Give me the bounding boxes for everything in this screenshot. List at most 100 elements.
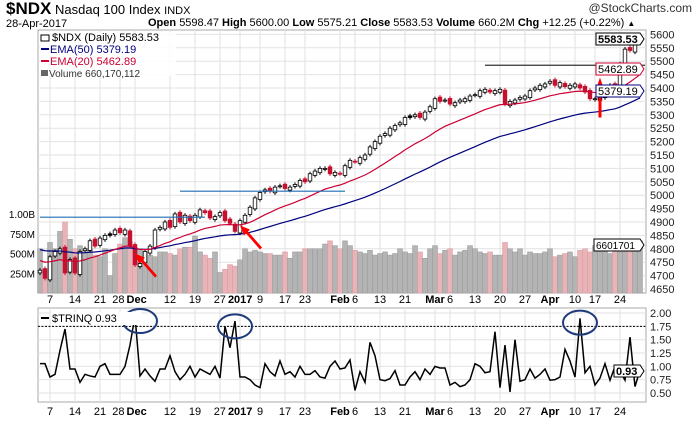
volume-bar xyxy=(577,250,583,294)
candle-body xyxy=(172,213,178,227)
candle-body xyxy=(272,186,278,194)
date-tick-label: 17 xyxy=(279,294,291,306)
date-tick-label: Mar xyxy=(425,406,445,418)
date-tick-label: 13 xyxy=(469,294,481,306)
candle-body xyxy=(627,47,633,51)
volume-bar xyxy=(442,250,448,294)
date-tick-label: 12 xyxy=(164,294,176,306)
volume-tick-label: 500M xyxy=(10,250,35,261)
volume-bar xyxy=(402,251,408,294)
volume-tick-label: 250M xyxy=(10,269,35,280)
volume-bar xyxy=(432,245,438,294)
volume-bar xyxy=(512,251,518,294)
volume-bar xyxy=(222,269,228,294)
volume-bar xyxy=(262,253,268,294)
volume-bar xyxy=(232,265,238,294)
candle-body xyxy=(442,99,448,102)
date-tick-label: 21 xyxy=(399,294,411,306)
candle-body xyxy=(532,87,538,91)
ema20-tag: 5462.89 xyxy=(595,62,645,76)
volume-bar xyxy=(252,250,258,294)
volume-bar xyxy=(562,253,568,294)
date-tick-label: 21 xyxy=(94,406,106,418)
volume-bar xyxy=(227,264,233,294)
index-name: Nasdaq 100 Index xyxy=(54,2,161,17)
volume-bar xyxy=(367,250,373,294)
volume-bar xyxy=(292,251,298,294)
date-tick-label: 17 xyxy=(589,294,601,306)
volume-bar xyxy=(627,245,633,294)
volume-bar xyxy=(217,272,223,294)
volume-bar xyxy=(282,251,288,294)
candle-body xyxy=(372,141,378,149)
volume-bar xyxy=(322,243,328,294)
candle-body xyxy=(367,146,373,155)
volume-bar xyxy=(457,251,463,294)
candle-body xyxy=(547,80,553,84)
volume-bar xyxy=(527,251,533,294)
volume-bar xyxy=(377,253,383,294)
date-tick-label: 9 xyxy=(257,406,263,418)
date-tick-label: 23 xyxy=(299,294,311,306)
trinq-tick-label: 1.00 xyxy=(650,361,671,373)
candle-body xyxy=(397,122,403,126)
legend-ema20: EMA(20) 5462.89 xyxy=(50,56,136,68)
volume-tag: 6601701 xyxy=(593,238,645,252)
candle-body xyxy=(287,186,293,191)
svg-text:5462.89: 5462.89 xyxy=(598,64,638,76)
volume-bar xyxy=(397,248,403,294)
volume-bar xyxy=(422,257,428,294)
volume-bar xyxy=(352,250,358,294)
volume-bar xyxy=(187,246,193,294)
candle-body xyxy=(297,180,303,187)
candle-body xyxy=(462,98,468,103)
candle-body xyxy=(152,229,158,249)
volume-bar xyxy=(502,242,508,294)
candle-body xyxy=(392,125,398,131)
candle-body xyxy=(117,228,123,234)
candle-body xyxy=(362,154,368,160)
date-tick-label: 9 xyxy=(257,294,263,306)
volume-bar xyxy=(342,240,348,294)
candle-body xyxy=(517,96,523,100)
price-tick-label: 5250 xyxy=(650,123,674,135)
price-tick-label: 4650 xyxy=(650,284,674,296)
candle-body xyxy=(302,178,308,183)
candle-body xyxy=(552,79,558,86)
volume-bar xyxy=(302,248,308,294)
volume-bar xyxy=(572,256,578,294)
candle-body xyxy=(137,263,143,267)
date-tick-label: 10 xyxy=(569,294,581,306)
volume-bar xyxy=(412,245,418,294)
volume-bar xyxy=(602,250,608,294)
candle-body xyxy=(412,114,418,118)
candle-body xyxy=(402,117,408,125)
volume-bar xyxy=(207,257,213,294)
ema20-line xyxy=(39,74,641,263)
close-value: 5583.53 xyxy=(393,17,434,29)
candle-body xyxy=(127,230,133,247)
date-tick-label: 6 xyxy=(447,406,453,418)
candle-body xyxy=(512,99,518,104)
candle-body xyxy=(222,210,228,222)
date-tick-label: Dec xyxy=(127,294,147,306)
candle-body xyxy=(622,48,628,64)
date-tick-label: 6 xyxy=(447,294,453,306)
volume-bar xyxy=(622,248,628,294)
date-tick-label: 19 xyxy=(189,406,201,418)
volume-bar xyxy=(357,251,363,294)
candle-body xyxy=(157,226,163,230)
price-tick-label: 4750 xyxy=(650,257,674,269)
volume-bar xyxy=(467,245,473,294)
volume-bar xyxy=(97,256,103,294)
close-label: Close xyxy=(360,17,391,29)
candle-body xyxy=(582,85,588,93)
date-tick-label: Mar xyxy=(425,294,445,306)
volume-bar xyxy=(472,248,478,294)
brand-logo[interactable]: @StockCharts.com xyxy=(588,1,692,15)
legend-bg xyxy=(40,32,176,76)
candle-body xyxy=(252,197,258,210)
volume-bar xyxy=(427,248,433,294)
chg-value: +12.25 (+0.22%) xyxy=(542,17,625,29)
volume-bar xyxy=(492,254,498,294)
